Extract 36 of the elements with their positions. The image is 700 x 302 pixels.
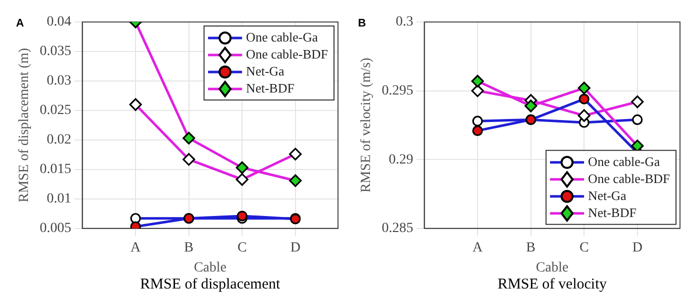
legend-label: Net-BDF xyxy=(246,80,294,96)
chart-title: B xyxy=(358,18,366,30)
x-axis-title: Cable xyxy=(194,260,226,276)
text: RMSE of displacement xyxy=(140,276,281,292)
legend-label: One cable-BDF xyxy=(588,170,670,186)
legend-label: One cable-Ga xyxy=(246,29,318,44)
legend-label: Net-Ga xyxy=(246,63,285,78)
text: RMSE of velocity xyxy=(498,276,608,292)
legend-label: Net-Ga xyxy=(588,188,627,203)
x-axis-title: Cable xyxy=(536,260,568,276)
y-tick-label: 0.04 xyxy=(46,14,72,30)
y-tick-label: 0.02 xyxy=(46,132,72,148)
y-tick-label: 0.285 xyxy=(382,221,414,236)
legend-label: One cable-BDF xyxy=(246,46,328,62)
x-tick-label: D xyxy=(632,240,642,256)
legend-label: One cable-Ga xyxy=(588,154,660,169)
y-axis-title: RMSE of velocity (m/s) xyxy=(359,57,374,193)
legend-label: Net-BDF xyxy=(588,204,636,220)
y-tick-label: 0.03 xyxy=(46,74,72,89)
y-tick-label: 0.3 xyxy=(396,14,414,30)
x-tick-label: C xyxy=(237,240,247,256)
y-tick-label: 0.035 xyxy=(40,44,72,60)
chart-title: A xyxy=(16,18,24,30)
x-tick-label: B xyxy=(526,240,536,256)
x-tick-label: D xyxy=(290,240,300,256)
y-tick-label: 0.29 xyxy=(388,152,414,168)
x-tick-label: C xyxy=(579,240,589,256)
x-tick-label: B xyxy=(184,240,194,256)
y-tick-label: 0.295 xyxy=(382,83,414,98)
y-tick-label: 0.01 xyxy=(46,192,72,207)
y-tick-label: 0.025 xyxy=(40,103,72,118)
y-tick-label: 0.015 xyxy=(40,162,72,178)
x-tick-label: A xyxy=(472,240,484,256)
y-tick-label: 0.005 xyxy=(40,221,72,236)
x-tick-label: A xyxy=(130,240,142,256)
y-axis-title: RMSE of displacement (m) xyxy=(17,48,32,202)
